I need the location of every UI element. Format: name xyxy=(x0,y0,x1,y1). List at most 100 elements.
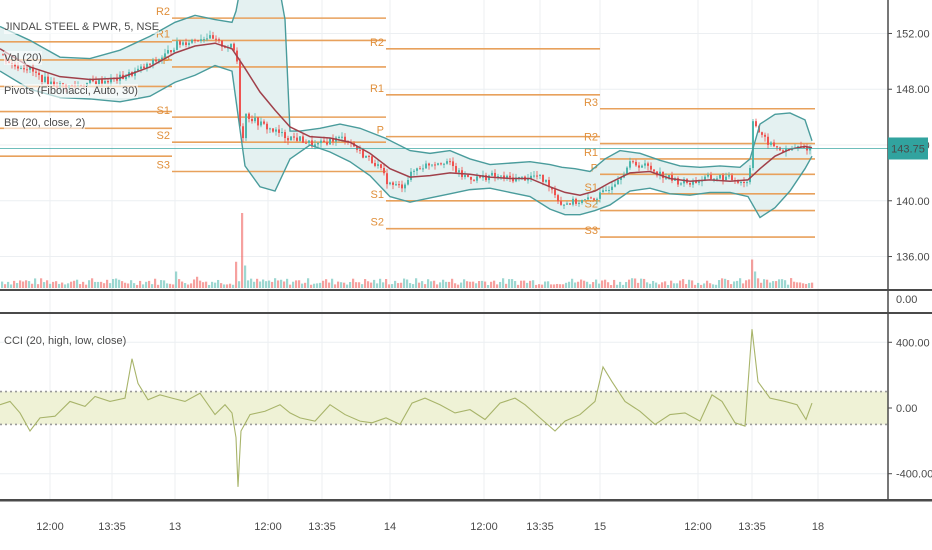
volume-bar xyxy=(727,280,730,288)
volume-bar xyxy=(646,282,649,288)
volume-bar xyxy=(265,281,268,288)
candle-body xyxy=(638,165,640,168)
grid xyxy=(0,0,888,500)
volume-bar xyxy=(718,280,721,288)
volume-bar xyxy=(112,278,115,288)
candle-body xyxy=(248,113,250,119)
volume-bar xyxy=(757,278,760,288)
volume-bar xyxy=(508,279,511,288)
candle-body xyxy=(179,41,181,45)
volume-bar xyxy=(763,279,766,288)
candle-body xyxy=(629,161,631,168)
volume-bar xyxy=(403,278,406,288)
candle-body xyxy=(557,195,559,202)
volume-bar xyxy=(451,278,454,288)
candle-body xyxy=(728,175,730,177)
volume-bar xyxy=(619,281,622,288)
volume-bar xyxy=(631,278,634,288)
candle-body xyxy=(614,184,616,187)
volume-bar xyxy=(571,278,574,288)
candle-body xyxy=(725,176,727,181)
candle-body xyxy=(167,50,169,54)
volume-bar xyxy=(556,283,559,288)
pivot-label-s3: S3 xyxy=(585,225,598,237)
volume-bar xyxy=(493,280,496,288)
candle-body xyxy=(425,163,427,169)
x-tick-label: 12:00 xyxy=(684,521,712,533)
candle-body xyxy=(200,39,202,41)
candle-body xyxy=(611,186,613,190)
volume-bar xyxy=(328,282,331,288)
candle-body xyxy=(110,77,112,83)
volume-bar xyxy=(541,284,544,288)
candle-body xyxy=(257,117,259,126)
candle-body xyxy=(2,54,4,56)
volume-bar xyxy=(49,283,52,288)
legend-cci[interactable]: CCI (20, high, low, close) xyxy=(4,334,127,348)
volume-bar xyxy=(115,278,118,288)
volume-bar xyxy=(199,280,202,288)
volume-bar xyxy=(373,279,376,288)
volume-bar xyxy=(223,284,226,288)
candle-body xyxy=(743,182,745,184)
candle-body xyxy=(782,150,784,152)
candle-body xyxy=(173,49,175,53)
x-tick-label: 13:35 xyxy=(308,521,336,533)
candle-body xyxy=(32,67,34,72)
volume-bar xyxy=(751,259,754,288)
candle-body xyxy=(773,142,775,147)
volume-bar xyxy=(652,280,655,288)
volume-bar xyxy=(454,283,457,288)
volume-bar xyxy=(472,281,475,288)
candle-body xyxy=(206,38,208,40)
candle-body xyxy=(659,171,661,176)
candle-body xyxy=(17,66,19,69)
candle-body xyxy=(341,136,343,138)
candle-body xyxy=(293,136,295,138)
candle-body xyxy=(416,168,418,171)
volume-bar xyxy=(211,281,214,288)
volume-bar xyxy=(421,281,424,288)
volume-bar xyxy=(466,281,469,288)
candle-body xyxy=(434,164,436,166)
volume-bar xyxy=(391,284,394,288)
candle-body xyxy=(578,202,580,204)
candle-body xyxy=(566,203,568,205)
volume-bar xyxy=(514,281,517,288)
candle-body xyxy=(731,175,733,181)
pivot-label-r2: R2 xyxy=(370,37,384,49)
volume-bar xyxy=(409,283,412,288)
candle-body xyxy=(275,129,277,132)
candle-body xyxy=(413,170,415,172)
legend-bb[interactable]: BB (20, close, 2) xyxy=(4,116,86,130)
volume-bar xyxy=(319,282,322,288)
candle-body xyxy=(302,136,304,143)
volume-bar xyxy=(286,278,289,288)
volume-bar xyxy=(241,213,244,288)
candle-body xyxy=(107,80,109,83)
volume-bar xyxy=(226,284,229,288)
candle-body xyxy=(101,78,103,84)
legend-volume[interactable]: Vol (20) xyxy=(4,51,42,65)
candle-body xyxy=(245,113,247,139)
candle-body xyxy=(176,41,178,50)
volume-bar xyxy=(304,282,307,288)
candle-body xyxy=(323,140,325,143)
candle-body xyxy=(500,175,502,177)
volume-bar xyxy=(133,283,136,288)
x-tick-label: 13:35 xyxy=(738,521,766,533)
volume-bar xyxy=(568,281,571,288)
legend-pivots[interactable]: Pivots (Fibonacci, Auto, 30) xyxy=(4,84,138,98)
volume-bar xyxy=(730,284,733,288)
x-tick-label: 13 xyxy=(169,521,181,533)
legend-symbol[interactable]: JINDAL STEEL & PWR, 5, NSE xyxy=(4,20,160,34)
candle-body xyxy=(506,175,508,179)
volume-bar xyxy=(379,278,382,288)
volume-bar xyxy=(229,283,232,288)
candle-body xyxy=(242,126,244,139)
volume-bar xyxy=(574,282,577,288)
candle-body xyxy=(284,132,286,139)
volume-bar xyxy=(163,280,166,288)
candle-body xyxy=(533,175,535,177)
